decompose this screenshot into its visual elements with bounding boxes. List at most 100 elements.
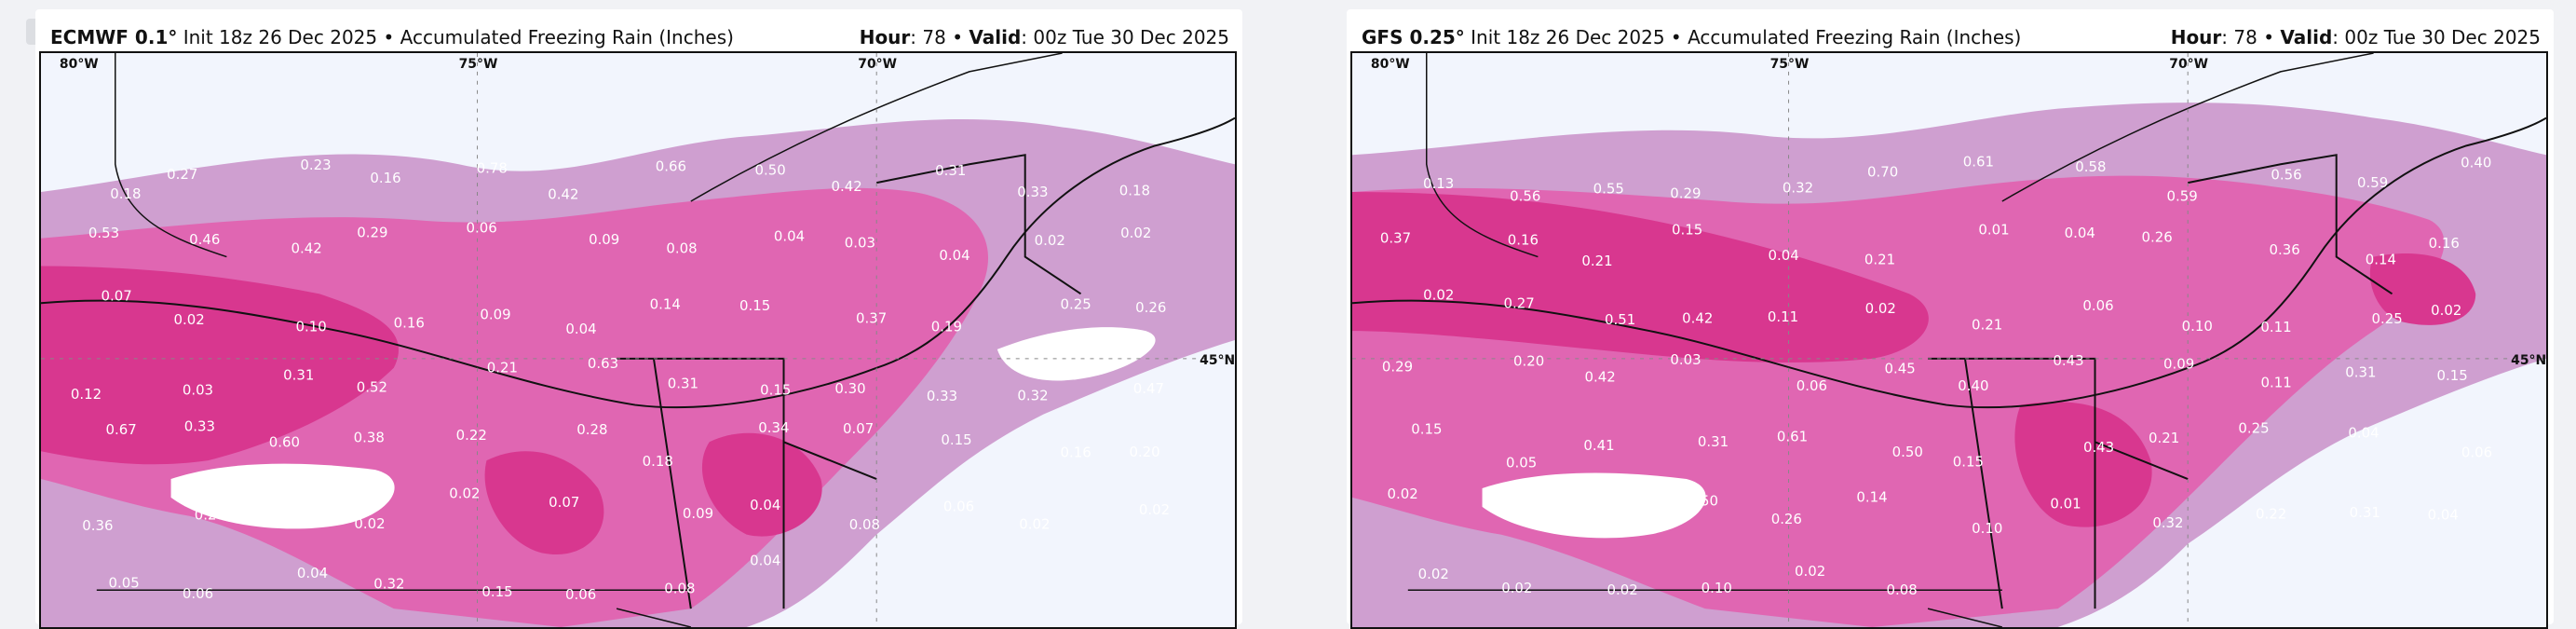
precip-value-label: 0.67: [105, 421, 136, 438]
precip-heavy: [701, 432, 822, 537]
precip-value-label: 0.09: [683, 505, 713, 522]
precip-value-label: 0.16: [370, 170, 400, 186]
separator-dot: •: [1670, 26, 1682, 48]
precip-value-label: 0.42: [1682, 309, 1713, 326]
tick-label: 70°W: [858, 57, 897, 72]
border-line: [1352, 116, 2546, 409]
precip-value-label: 0.50: [1688, 493, 1718, 510]
precip-value-label: 0.46: [189, 231, 220, 248]
precip-value-label: 0.44: [1570, 491, 1601, 508]
precip-value-label: 0.11: [2260, 319, 2291, 335]
precip-value-label: 0.21: [487, 359, 518, 376]
map-panel-gfs: GFS 0.25° Init 18z 26 Dec 2025 • Accumul…: [1347, 9, 2554, 629]
precip-value-label: 0.03: [183, 382, 213, 399]
hour-value: 78: [2233, 26, 2257, 48]
precip-value-label: 0.25: [1060, 296, 1091, 313]
precip-value-label: 0.09: [480, 307, 510, 323]
precip-value-label: 0.11: [2260, 374, 2291, 390]
precip-value-label: 0.02: [1387, 485, 1417, 502]
precip-value-label: 0.61: [1963, 154, 1994, 171]
precip-value-label: 0.15: [1672, 222, 1702, 239]
precip-value-label: 0.42: [1585, 369, 1616, 386]
coast-line: [2001, 53, 2374, 202]
valid-time: 00z Tue 30 Dec 2025: [2344, 26, 2541, 48]
precip-value-label: 0.40: [1958, 377, 1988, 394]
precip-value-label: 0.61: [1777, 429, 1808, 445]
gridline: [41, 53, 1235, 627]
precip-heavy: [2014, 402, 2152, 527]
precip-value-label: 0.59: [2167, 188, 2198, 205]
precip-value-label: 0.26: [1771, 511, 1802, 527]
precip-value-label: 0.08: [664, 580, 695, 596]
value-labels: 0.18 0.27 0.23 0.16 0.78 0.42 0.66 0.50 0.42 0.31…: [71, 157, 1170, 603]
precip-value-label: 0.42: [548, 185, 578, 202]
tick-label: 45°N: [1200, 353, 1235, 368]
precip-heavy: [1352, 192, 1929, 362]
panel-header: ECMWF 0.1° Init 18z 26 Dec 2025 • Accumu…: [50, 26, 1229, 48]
precip-value-label: 0.33: [184, 417, 215, 434]
precip-value-label: 0.02: [1035, 232, 1065, 249]
precip-value-label: 0.10: [1497, 501, 1527, 518]
precip-value-label: 0.04: [2348, 425, 2379, 442]
precip-value-label: 0.29: [1670, 185, 1701, 202]
precip-heavy: [484, 451, 604, 555]
precip-value-label: 0.40: [2461, 154, 2491, 171]
precip-value-label: 0.50: [1892, 444, 1923, 460]
precip-value-label: 0.37: [856, 310, 887, 327]
precip-value-label: 0.37: [1380, 229, 1411, 246]
precip-value-label: 0.13: [1423, 175, 1454, 192]
state-borders: [2188, 154, 2393, 295]
precip-value-label: 0.07: [101, 288, 131, 305]
precip-value-label: 0.21: [1581, 253, 1612, 269]
precip-value-label: 0.47: [1133, 380, 1164, 397]
precip-value-label: 0.25: [2371, 310, 2402, 327]
precip-value-label: 0.02: [1795, 563, 1825, 580]
precip-value-label: 0.17: [268, 496, 299, 513]
precip-value-label: 0.70: [1867, 164, 1898, 181]
precip-value-label: 0.16: [2429, 235, 2460, 252]
precip-value-label: 0.10: [1702, 580, 1732, 596]
precip-value-label: 0.31: [935, 162, 966, 179]
tick-label: 80°W: [60, 57, 99, 72]
precip-value-label: 0.43: [2053, 352, 2083, 369]
tick-label: 75°W: [459, 57, 498, 72]
precip-value-label: 0.04: [774, 228, 805, 245]
precip-value-label: 0.31: [1698, 433, 1729, 450]
precip-value-label: 0.07: [843, 420, 874, 437]
map-canvas[interactable]: 80°W 75°W 70°W 45°N 0.13 0.56 0.55 0.29 0.32…: [1350, 51, 2548, 629]
precip-value-label: 0.04: [750, 552, 780, 568]
tick-label: 45°N: [2511, 353, 2546, 368]
tick-label: 70°W: [2169, 57, 2208, 72]
precip-value-label: 0.29: [1382, 359, 1413, 376]
precip-value-label: 0.26: [2142, 229, 2173, 246]
border-line: [41, 116, 1235, 409]
separator-dot: •: [2263, 26, 2275, 48]
border-line: [1426, 53, 1539, 258]
precip-value-label: 0.18: [643, 453, 673, 470]
tick-label: 80°W: [1371, 57, 1410, 72]
border-line: [115, 53, 227, 258]
model-name: GFS 0.25°: [1362, 26, 1465, 48]
precip-value-label: 0.10: [1972, 520, 2002, 537]
precip-value-label: 0.09: [589, 231, 619, 248]
precip-value-label: 0.02: [449, 485, 480, 502]
hour-value: 78: [922, 26, 946, 48]
precip-value-label: 0.05: [1506, 455, 1537, 472]
precip-value-label: 0.02: [1607, 581, 1638, 598]
precip-value-label: 0.30: [834, 380, 865, 397]
init-time: Init 18z 26 Dec 2025: [1471, 26, 1665, 48]
precip-value-label: 0.14: [650, 296, 681, 313]
precip-value-label: 0.59: [2357, 174, 2388, 191]
state-borders: [876, 154, 1082, 295]
precip-value-label: 0.10: [296, 319, 327, 335]
map-canvas[interactable]: 80°W 75°W 70°W 45°N 0.18 0.27 0.23 0.16 0.78…: [39, 51, 1237, 629]
precip-value-label: 0.55: [1593, 180, 1624, 197]
precip-value-label: 0.06: [565, 586, 596, 603]
value-labels: 0.13 0.56 0.55 0.29 0.32 0.70 0.61 0.58 0.59 0.56…: [1380, 154, 2492, 599]
precip-value-label: 0.78: [477, 159, 508, 176]
precip-value-label: 0.02: [1418, 566, 1449, 582]
precip-value-label: 0.33: [927, 388, 957, 404]
precip-value-label: 0.10: [2182, 318, 2213, 335]
precip-value-label: 0.22: [456, 427, 487, 444]
precip-value-label: 0.16: [394, 315, 425, 332]
